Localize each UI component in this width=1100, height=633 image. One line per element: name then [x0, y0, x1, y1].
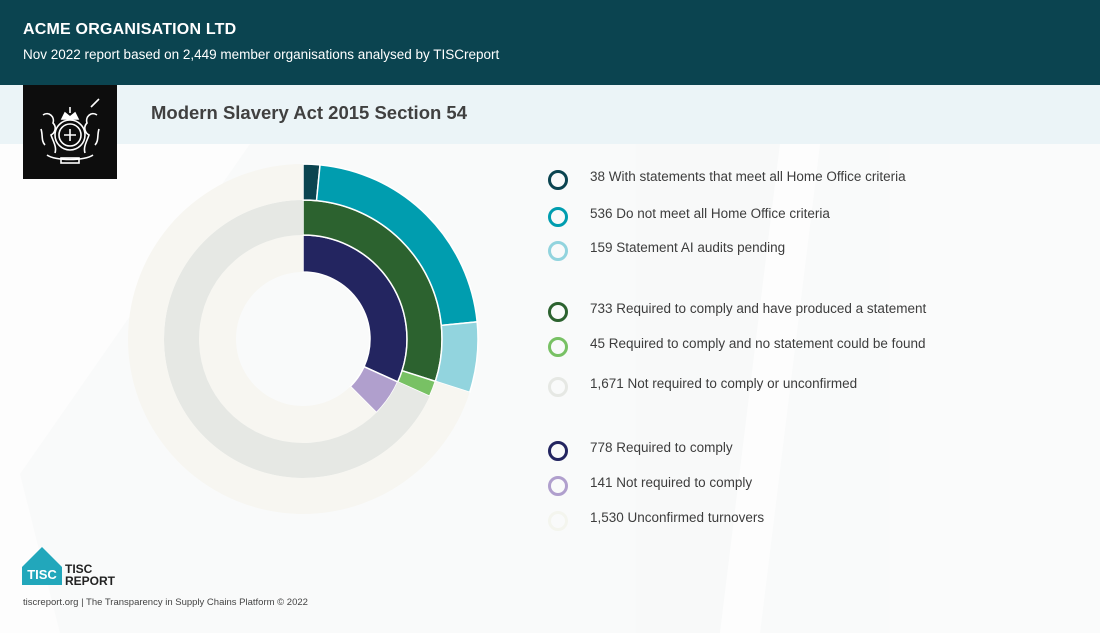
legend-item: 733 Required to comply and have produced…: [548, 302, 935, 322]
legend-swatch-icon: [548, 207, 568, 227]
legend-item: 536 Do not meet all Home Office criteria: [548, 207, 935, 227]
legend-item: 1,671 Not required to comply or unconfir…: [548, 377, 935, 397]
sunburst-segment-outer-2: [434, 321, 479, 394]
legend-item: 159 Statement AI audits pending: [548, 241, 935, 261]
legend-item: 45 Required to comply and no statement c…: [548, 337, 935, 357]
legend-label: 45 Required to comply and no statement c…: [590, 336, 926, 351]
legend-swatch-icon: [548, 377, 568, 397]
legend-label: 141 Not required to comply: [590, 475, 753, 490]
legend-swatch-icon: [548, 170, 568, 190]
report-subtitle: Nov 2022 report based on 2,449 member or…: [23, 47, 500, 62]
legend-label: 536 Do not meet all Home Office criteria: [590, 206, 830, 221]
sunburst-segment-inner-2: [199, 235, 377, 443]
legend-item: 38 With statements that meet all Home Of…: [548, 170, 935, 190]
section-bar: [0, 85, 1100, 144]
legend-label: 38 With statements that meet all Home Of…: [590, 169, 906, 184]
legend-swatch-icon: [548, 441, 568, 461]
logo-mark-text: TISC: [27, 567, 57, 582]
sunburst-segment-middle-1: [396, 369, 437, 398]
legend-swatch-icon: [548, 511, 568, 531]
legend-item: 778 Required to comply: [548, 441, 935, 461]
legend-swatch-icon: [548, 241, 568, 261]
legend-swatch-icon: [548, 302, 568, 322]
organisation-name: ACME ORGANISATION LTD: [23, 21, 237, 38]
section-title: Modern Slavery Act 2015 Section 54: [151, 102, 468, 123]
legend-label: 159 Statement AI audits pending: [590, 240, 786, 255]
report-header: ACME ORGANISATION LTD Nov 2022 report ba…: [0, 0, 1100, 85]
tisc-logo-mark: [22, 547, 62, 585]
logo-line1: TISC: [65, 562, 93, 576]
footer-text: tiscreport.org | The Transparency in Sup…: [23, 597, 308, 608]
logo-line2: REPORT: [65, 574, 116, 588]
legend-swatch-icon: [548, 476, 568, 496]
legend-label: 733 Required to comply and have produced…: [590, 301, 927, 316]
legend-label: 778 Required to comply: [590, 440, 733, 455]
legend-swatch-icon: [548, 337, 568, 357]
legend-item: 141 Not required to comply: [548, 476, 935, 496]
tisc-report-logo: TISC TISC REPORT: [22, 547, 117, 594]
legend-item: 1,530 Unconfirmed turnovers: [548, 511, 935, 531]
legend-label: 1,530 Unconfirmed turnovers: [590, 510, 765, 525]
legend-label: 1,671 Not required to comply or unconfir…: [590, 376, 858, 391]
